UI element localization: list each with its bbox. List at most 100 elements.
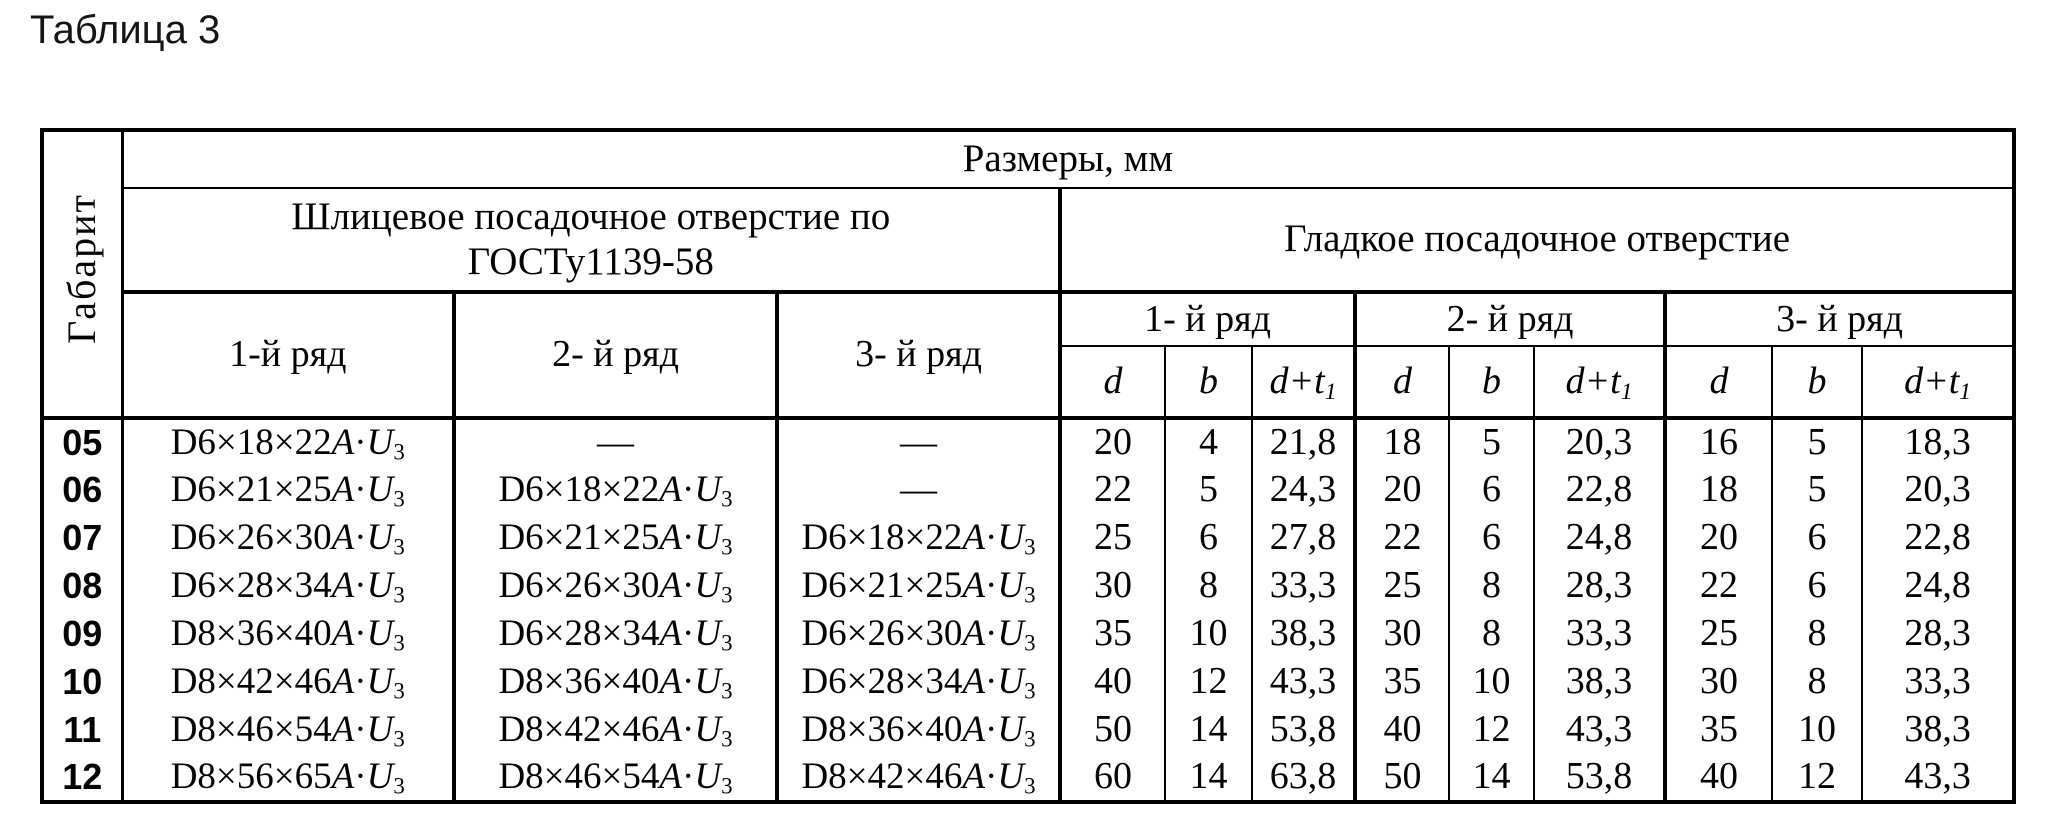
value-cell: 43,3 xyxy=(1860,754,2016,802)
value-cell: 18 xyxy=(1353,418,1450,466)
spline-value-cell: D8×42×46A·U3 xyxy=(120,658,455,706)
gabarit-cell: 07 xyxy=(41,514,123,562)
col-header-b-group3: b xyxy=(1771,345,1863,420)
value-cell: 6 xyxy=(1771,514,1863,562)
value-cell: 38,3 xyxy=(1860,706,2016,754)
value-cell: 8 xyxy=(1448,610,1535,658)
gabarit-cell: 12 xyxy=(41,754,123,802)
value-cell: 12 xyxy=(1164,658,1253,706)
col-header-d-group3: d xyxy=(1663,345,1773,420)
value-cell: 28,3 xyxy=(1533,562,1666,610)
value-cell: 50 xyxy=(1058,706,1166,754)
group-header-row2: 2- й ряд xyxy=(1353,291,1666,347)
value-cell: 8 xyxy=(1771,658,1863,706)
value-cell: 6 xyxy=(1164,514,1253,562)
corner-header-gabarit: Габарит xyxy=(41,129,124,420)
value-cell: 27,8 xyxy=(1251,514,1356,562)
value-cell: 43,3 xyxy=(1251,658,1356,706)
spline-value-cell: D6×18×22A·U3 xyxy=(775,514,1061,562)
value-cell: 25 xyxy=(1058,514,1166,562)
value-cell: 18 xyxy=(1663,466,1773,514)
value-cell: 53,8 xyxy=(1251,706,1356,754)
value-cell: 38,3 xyxy=(1533,658,1666,706)
value-cell: 14 xyxy=(1448,754,1535,802)
spline-value-cell: D8×46×54A·U3 xyxy=(452,754,778,802)
dimensions-table: Габарит Размеры, мм Шлицевое посадочное … xyxy=(40,128,2017,804)
col-header-spline-row3: 3- й ряд xyxy=(775,291,1061,420)
col-header-dt1-group1: d+t1 xyxy=(1251,345,1356,420)
spline-value-cell: D6×26×30A·U3 xyxy=(452,562,778,610)
value-cell: 25 xyxy=(1663,610,1773,658)
value-cell: 22 xyxy=(1353,514,1450,562)
spline-value-cell: D6×28×34A·U3 xyxy=(775,658,1061,706)
value-cell: 21,8 xyxy=(1251,418,1356,466)
value-cell: 8 xyxy=(1771,610,1863,658)
value-cell: 18,3 xyxy=(1860,418,2016,466)
spline-value-cell: D6×18×22A·U3 xyxy=(120,418,455,466)
table-row: 09 D8×36×40A·U3 D6×28×34A·U3 D6×26×30A·U3 35… xyxy=(41,610,2016,658)
spline-value-cell: — xyxy=(775,418,1061,466)
value-cell: 6 xyxy=(1448,514,1535,562)
gabarit-cell: 06 xyxy=(41,466,123,514)
table-row: 05 D6×18×22A·U3— —20 4 21,8 18 5 20,3 16 5 18,3 xyxy=(41,418,2016,466)
col-header-d-group2: d xyxy=(1353,345,1450,420)
header-smooth-section: Гладкое посадочное отверстие xyxy=(1057,187,2016,294)
gabarit-cell: 05 xyxy=(41,418,123,466)
value-cell: 35 xyxy=(1058,610,1166,658)
spline-value-cell: — xyxy=(452,418,778,466)
value-cell: 53,8 xyxy=(1533,754,1666,802)
gabarit-label: Габарит xyxy=(59,193,105,345)
value-cell: 10 xyxy=(1164,610,1253,658)
value-cell: 12 xyxy=(1448,706,1535,754)
value-cell: 22,8 xyxy=(1860,514,2016,562)
spline-value-cell: D8×36×40A·U3 xyxy=(120,610,455,658)
col-header-dt1-group2: d+t1 xyxy=(1533,345,1666,420)
value-cell: 10 xyxy=(1771,706,1863,754)
group-header-row3: 3- й ряд xyxy=(1662,291,2016,347)
col-header-b-group2: b xyxy=(1448,345,1535,420)
value-cell: 10 xyxy=(1448,658,1535,706)
value-cell: 5 xyxy=(1164,466,1253,514)
spline-value-cell: D6×26×30A·U3 xyxy=(120,514,455,562)
col-header-spline-row2: 2- й ряд xyxy=(452,291,778,420)
group-header-row1: 1- й ряд xyxy=(1058,291,1356,347)
spline-value-cell: D8×36×40A·U3 xyxy=(775,706,1061,754)
table-row: 07 D6×26×30A·U3 D6×21×25A·U3 D6×18×22A·U3 25… xyxy=(41,514,2016,562)
table-row: 12 D8×56×65A·U3 D8×46×54A·U3 D8×42×46A·U3 60… xyxy=(41,754,2016,802)
value-cell: 5 xyxy=(1448,418,1535,466)
value-cell: 63,8 xyxy=(1251,754,1356,802)
value-cell: 22 xyxy=(1663,562,1773,610)
gabarit-cell: 08 xyxy=(41,562,123,610)
value-cell: 14 xyxy=(1164,706,1253,754)
spline-value-cell: D6×21×25A·U3 xyxy=(775,562,1061,610)
spline-value-cell: D6×21×25A·U3 xyxy=(120,466,455,514)
value-cell: 22,8 xyxy=(1533,466,1666,514)
table-row: 10 D8×42×46A·U3 D8×36×40A·U3 D6×28×34A·U3 40… xyxy=(41,658,2016,706)
value-cell: 16 xyxy=(1663,418,1773,466)
col-header-b-group1: b xyxy=(1164,345,1253,420)
gabarit-cell: 09 xyxy=(41,610,123,658)
value-cell: 20 xyxy=(1663,514,1773,562)
spline-value-cell: D8×42×46A·U3 xyxy=(452,706,778,754)
value-cell: 24,3 xyxy=(1251,466,1356,514)
spline-value-cell: — xyxy=(775,466,1061,514)
page-title: Таблица 3 xyxy=(30,8,221,52)
spline-value-cell: D8×46×54A·U3 xyxy=(120,706,455,754)
spline-value-cell: D6×28×34A·U3 xyxy=(452,610,778,658)
value-cell: 6 xyxy=(1448,466,1535,514)
value-cell: 22 xyxy=(1058,466,1166,514)
spline-value-cell: D6×28×34A·U3 xyxy=(120,562,455,610)
value-cell: 20,3 xyxy=(1860,466,2016,514)
value-cell: 24,8 xyxy=(1533,514,1666,562)
col-header-dt1-group3: d+t1 xyxy=(1860,345,2016,420)
value-cell: 12 xyxy=(1771,754,1863,802)
col-header-spline-row1: 1-й ряд xyxy=(120,291,455,420)
value-cell: 33,3 xyxy=(1533,610,1666,658)
value-cell: 6 xyxy=(1771,562,1863,610)
value-cell: 43,3 xyxy=(1533,706,1666,754)
table-row: 06 D6×21×25A·U3 D6×18×22A·U3—22 5 24,3 20 6 22,… xyxy=(41,466,2016,514)
value-cell: 33,3 xyxy=(1251,562,1356,610)
value-cell: 38,3 xyxy=(1251,610,1356,658)
value-cell: 40 xyxy=(1353,706,1450,754)
